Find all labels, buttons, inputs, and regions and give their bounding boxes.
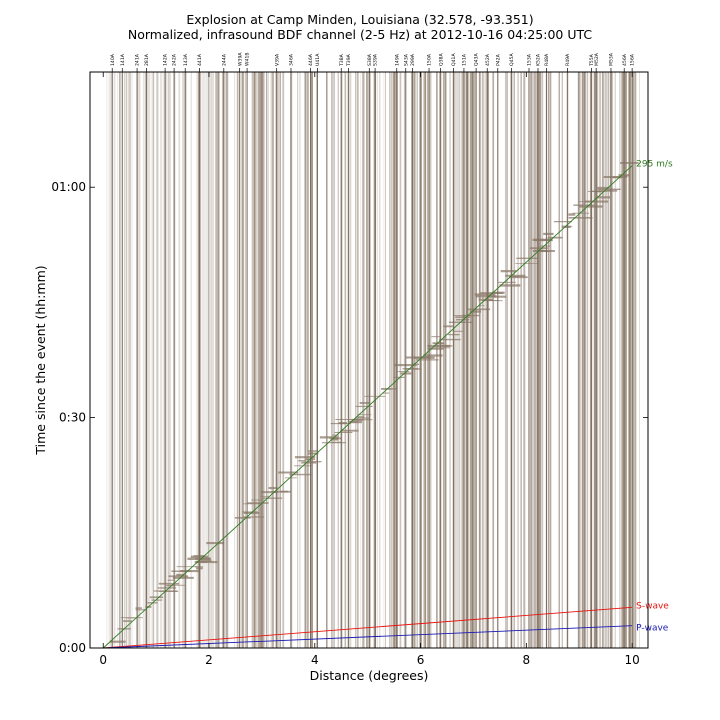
station-label: 446A xyxy=(308,53,314,66)
series-label: P-wave xyxy=(636,624,669,634)
series-line xyxy=(103,625,633,649)
station-label: 452A xyxy=(485,53,491,66)
x-axis-ticks: 0 2 4 6 8 10 xyxy=(99,72,640,667)
station-label: 143A xyxy=(183,53,189,66)
station-label: 241A xyxy=(135,53,141,66)
y-tick-label: 0:00 xyxy=(59,641,86,655)
station-label: Q38A xyxy=(438,53,444,66)
chart-subtitle: Normalized, infrasound BDF channel (2-5 … xyxy=(128,27,593,42)
moveout-lines: 295 m/s S-wave P-wave xyxy=(102,160,673,649)
series-label: 295 m/s xyxy=(636,160,673,170)
station-label: Q43A xyxy=(474,53,480,66)
x-tick-label: 6 xyxy=(417,653,425,667)
station-label: W41B xyxy=(245,52,251,66)
x-tick-label: 8 xyxy=(523,653,531,667)
station-label: 156A xyxy=(630,53,636,66)
station-label: T39A xyxy=(346,53,352,67)
station-label: S43A xyxy=(403,53,409,66)
station-label: 441A xyxy=(197,53,203,66)
y-axis-label: Time since the event (hh:mm) xyxy=(33,265,48,455)
station-label: 141A xyxy=(120,53,126,66)
station-label: 299A xyxy=(410,53,416,66)
station-label: Q41A xyxy=(451,53,457,66)
station-label: M53A xyxy=(609,52,615,66)
station-label: S39A xyxy=(373,53,379,66)
station-label: P42A xyxy=(495,53,501,66)
station-label: 244A xyxy=(221,53,227,66)
station-label: V39A xyxy=(274,53,280,66)
plot-frame xyxy=(89,71,649,649)
series-label: S-wave xyxy=(636,601,669,611)
y-tick-label: 01:00 xyxy=(51,180,86,194)
seismic-traces xyxy=(106,72,640,648)
chart-title: Explosion at Camp Minden, Louisiana (32.… xyxy=(186,12,533,27)
station-label: M52A xyxy=(594,52,600,66)
x-tick-label: 2 xyxy=(205,653,213,667)
station-label: 151A xyxy=(462,53,468,66)
station-label: S38A xyxy=(367,53,373,66)
station-label: 456A xyxy=(622,53,628,66)
station-label: 153A xyxy=(527,53,533,66)
series-line xyxy=(102,165,633,649)
x-axis-label: Distance (degrees) xyxy=(310,668,429,683)
station-label: 149A xyxy=(394,53,400,66)
station-label: 242A xyxy=(172,53,178,66)
station-label: R49A xyxy=(565,53,571,66)
station-label: U41A xyxy=(315,53,321,66)
x-tick-label: 10 xyxy=(624,653,639,667)
station-label: 281A xyxy=(144,53,150,66)
station-label: T38A xyxy=(339,53,345,67)
x-tick-label: 0 xyxy=(99,653,107,667)
station-label: R48A xyxy=(544,53,550,66)
x-tick-label: 4 xyxy=(311,653,319,667)
station-label: 142A xyxy=(163,53,169,66)
station-labels: 140A 141A 241A 281A 142A 242A 143A 441A 244A W39A… xyxy=(110,52,636,648)
station-label: W39A xyxy=(237,52,243,66)
station-label: T55A xyxy=(589,53,595,67)
station-label: 140A xyxy=(110,53,116,66)
series-line xyxy=(103,606,633,649)
station-label: K52A xyxy=(536,53,542,66)
station-label: 346A xyxy=(289,53,295,66)
station-label: 150A xyxy=(427,53,433,66)
y-axis-ticks: 0:00 0:30 01:00 xyxy=(51,180,648,655)
y-tick-label: 0:30 xyxy=(59,411,86,425)
station-label: Q45A xyxy=(509,53,515,66)
